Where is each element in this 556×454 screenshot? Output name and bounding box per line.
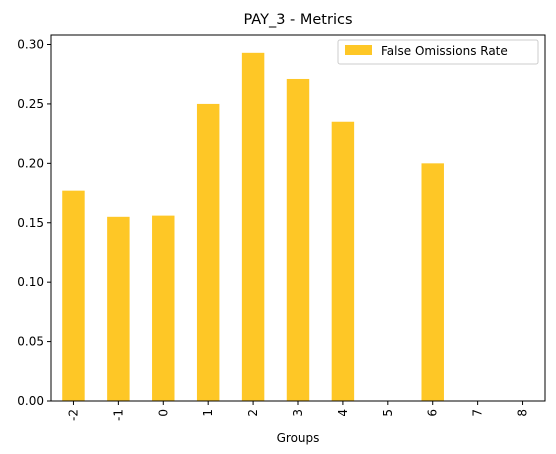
y-axis: 0.00 0.05 0.10 0.15 0.20 0.25 0.30	[17, 38, 51, 408]
x-tick-label-4: 4	[336, 409, 350, 417]
bar--1	[107, 216, 130, 401]
y-tick-label: 0.00	[17, 394, 44, 408]
x-tick-label-5: 5	[381, 409, 395, 417]
y-tick-label: 0.05	[17, 335, 44, 349]
bars-group	[62, 52, 444, 401]
y-tick-label: 0.30	[17, 38, 44, 52]
y-tick-label: 0.25	[17, 97, 44, 111]
y-tick-label: 0.10	[17, 275, 44, 289]
x-tick-label-7: 7	[471, 409, 485, 417]
legend-box	[337, 39, 539, 65]
bar-6	[421, 163, 444, 401]
x-tick-label--2: -2	[66, 409, 80, 421]
bar--2	[62, 190, 85, 401]
x-axis: -2 -1 0 1 2 3 4 5 6 7 8	[66, 401, 530, 421]
x-tick-label-8: 8	[516, 409, 530, 417]
x-tick-label-1: 1	[201, 409, 215, 417]
x-tick-label-6: 6	[426, 409, 440, 417]
chart-title: PAY_3 - Metrics	[243, 12, 352, 28]
x-tick-label-2: 2	[246, 409, 260, 417]
plot-frame	[50, 34, 546, 402]
y-tick-label: 0.20	[17, 156, 44, 170]
legend: False Omissions Rate	[337, 39, 539, 65]
bar-1	[196, 103, 220, 401]
x-axis-label: Groups	[277, 431, 320, 445]
bar-0	[152, 215, 175, 401]
legend-label: False Omissions Rate	[381, 44, 508, 58]
y-tick-label: 0.15	[17, 216, 44, 230]
bar-2	[241, 52, 265, 401]
x-tick-label--1: -1	[111, 409, 125, 421]
x-tick-label-0: 0	[156, 409, 170, 417]
bar-4	[331, 121, 355, 401]
x-tick-label-3: 3	[291, 409, 305, 417]
legend-swatch	[345, 45, 372, 55]
bar-3	[286, 78, 310, 401]
